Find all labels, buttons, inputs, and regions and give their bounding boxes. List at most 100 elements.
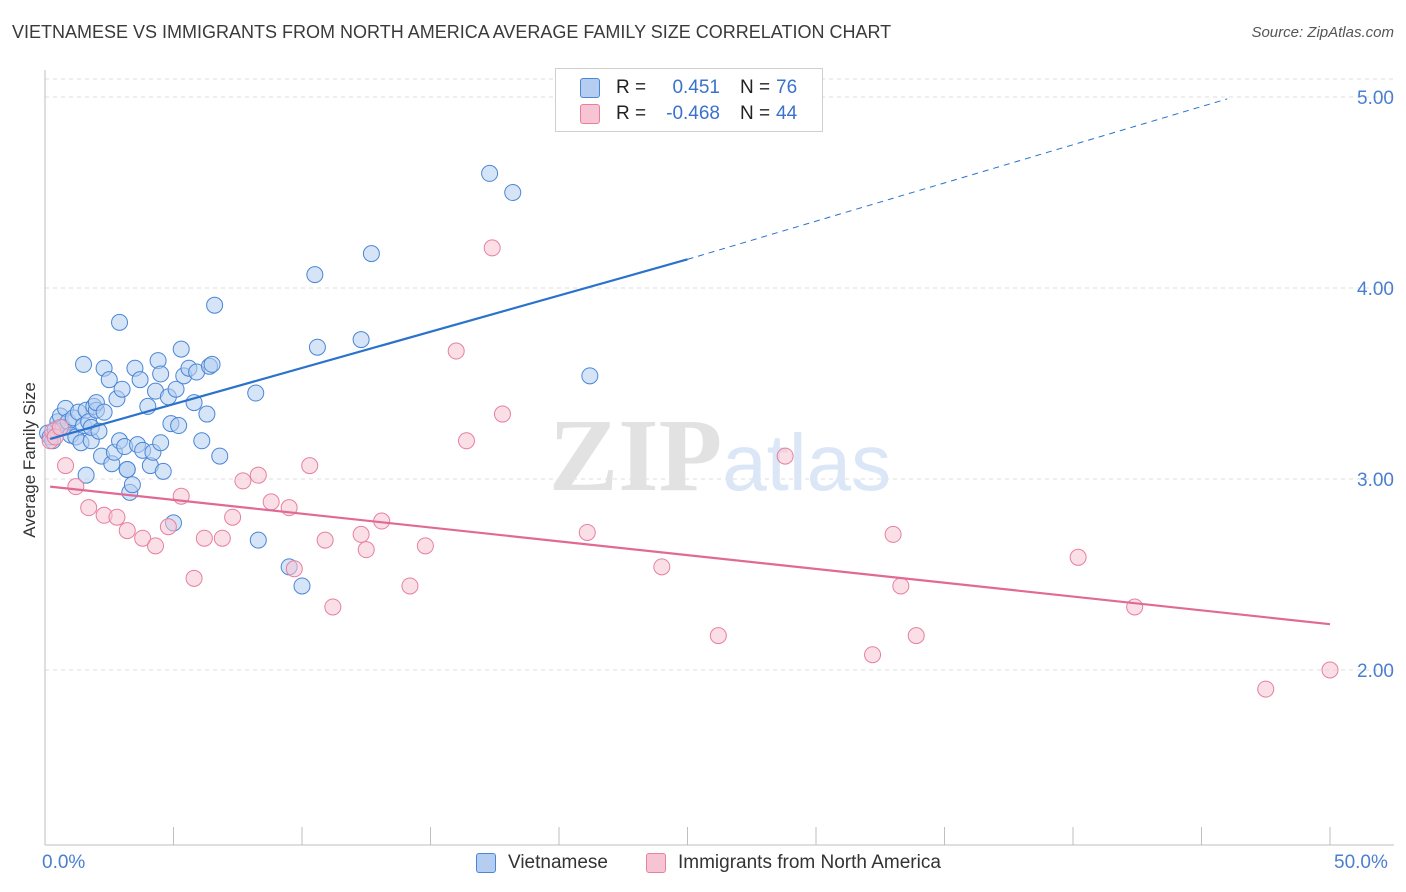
series-name: Immigrants from North America [678,852,941,873]
n-label: N = [740,103,771,124]
data-point [100,371,118,389]
legend-row-vietnamese: R = 0.451 N = 76 [580,76,797,100]
data-point [481,164,499,182]
y-tick-labels: 2.00 3.00 4.00 5.00 [1357,88,1394,682]
legend-swatch-pink [646,853,666,873]
series-name: Vietnamese [508,852,608,873]
data-point [134,529,152,547]
data-point [301,457,319,475]
data-point [118,522,136,540]
data-point [249,531,267,549]
legend-swatch-blue [476,853,496,873]
series-legend-vietnamese: Vietnamese [476,852,608,874]
x-tick-label-max: 50.0% [1334,852,1388,873]
data-point [247,384,265,402]
data-point [578,523,596,541]
data-point [1069,548,1087,566]
n-value: 44 [776,103,798,124]
data-point [447,342,465,360]
data-point [653,558,671,576]
data-point [167,380,185,398]
n-label: N = [740,77,771,98]
trend-lines [49,98,1331,626]
data-point [457,432,475,450]
data-point [776,447,794,465]
r-value: -0.468 [666,103,720,124]
data-point [709,627,727,645]
data-point [262,493,280,511]
data-point [493,405,511,423]
data-point [185,569,203,587]
data-point [483,239,501,257]
data-point [224,508,242,526]
data-point [203,355,221,373]
data-point [193,432,211,450]
legend-swatch-pink [580,104,600,124]
data-point [152,434,170,452]
chart-title: VIETNAMESE VS IMMIGRANTS FROM NORTH AMER… [12,22,892,42]
y-tick-label: 4.00 [1357,279,1394,300]
watermark: ZIPatlas [549,398,891,513]
legend-row-immigrants: R = -0.468 N = 44 [580,102,797,126]
n-value: 76 [776,77,798,98]
data-point [206,296,224,314]
data-point [113,380,131,398]
data-point [401,577,419,595]
trend-line-extension [687,98,1228,260]
data-point [306,266,324,284]
data-points [39,164,1339,698]
data-point [416,537,434,555]
data-point [172,340,190,358]
source-label: Source: ZipAtlas.com [1251,24,1394,41]
data-point [75,355,93,373]
data-point [154,462,172,480]
data-point [285,560,303,578]
data-point [352,525,370,543]
data-point [1126,598,1144,616]
data-point [67,478,85,496]
data-point [892,577,910,595]
data-point [123,476,141,494]
data-point [352,331,370,349]
data-point [159,518,177,536]
data-point [1257,680,1275,698]
data-point [907,627,925,645]
data-point [198,405,216,423]
data-point [1321,661,1339,679]
y-tick-label: 3.00 [1357,470,1394,491]
data-point [293,577,311,595]
data-point [864,646,882,664]
trend-line-vietnamese [49,258,688,440]
data-point [308,338,326,356]
data-point [357,541,375,559]
data-point [77,466,95,484]
correlation-legend: R = 0.451 N = 76 R = -0.468 N = 44 [555,68,823,132]
data-point [95,403,113,421]
data-point [147,537,165,555]
data-point [57,457,75,475]
r-label: R = [616,77,647,98]
y-tick-label: 5.00 [1357,88,1394,109]
data-point [213,529,231,547]
data-point [316,531,334,549]
data-point [362,245,380,263]
y-tick-label: 2.00 [1357,661,1394,682]
data-point [324,598,342,616]
r-value: 0.451 [672,77,720,98]
gridlines [45,78,1394,671]
data-point [80,499,98,517]
data-point [211,447,229,465]
data-point [152,365,170,383]
data-point [131,371,149,389]
series-legend: Vietnamese Immigrants from North America [0,852,1406,878]
data-point [108,508,126,526]
data-point [51,418,69,436]
data-point [170,417,188,435]
series-immigrants [41,239,1339,698]
trend-line-immigrants [50,485,1331,626]
data-point [581,367,599,385]
data-point [111,313,129,331]
data-point [195,529,213,547]
data-point [234,472,252,490]
